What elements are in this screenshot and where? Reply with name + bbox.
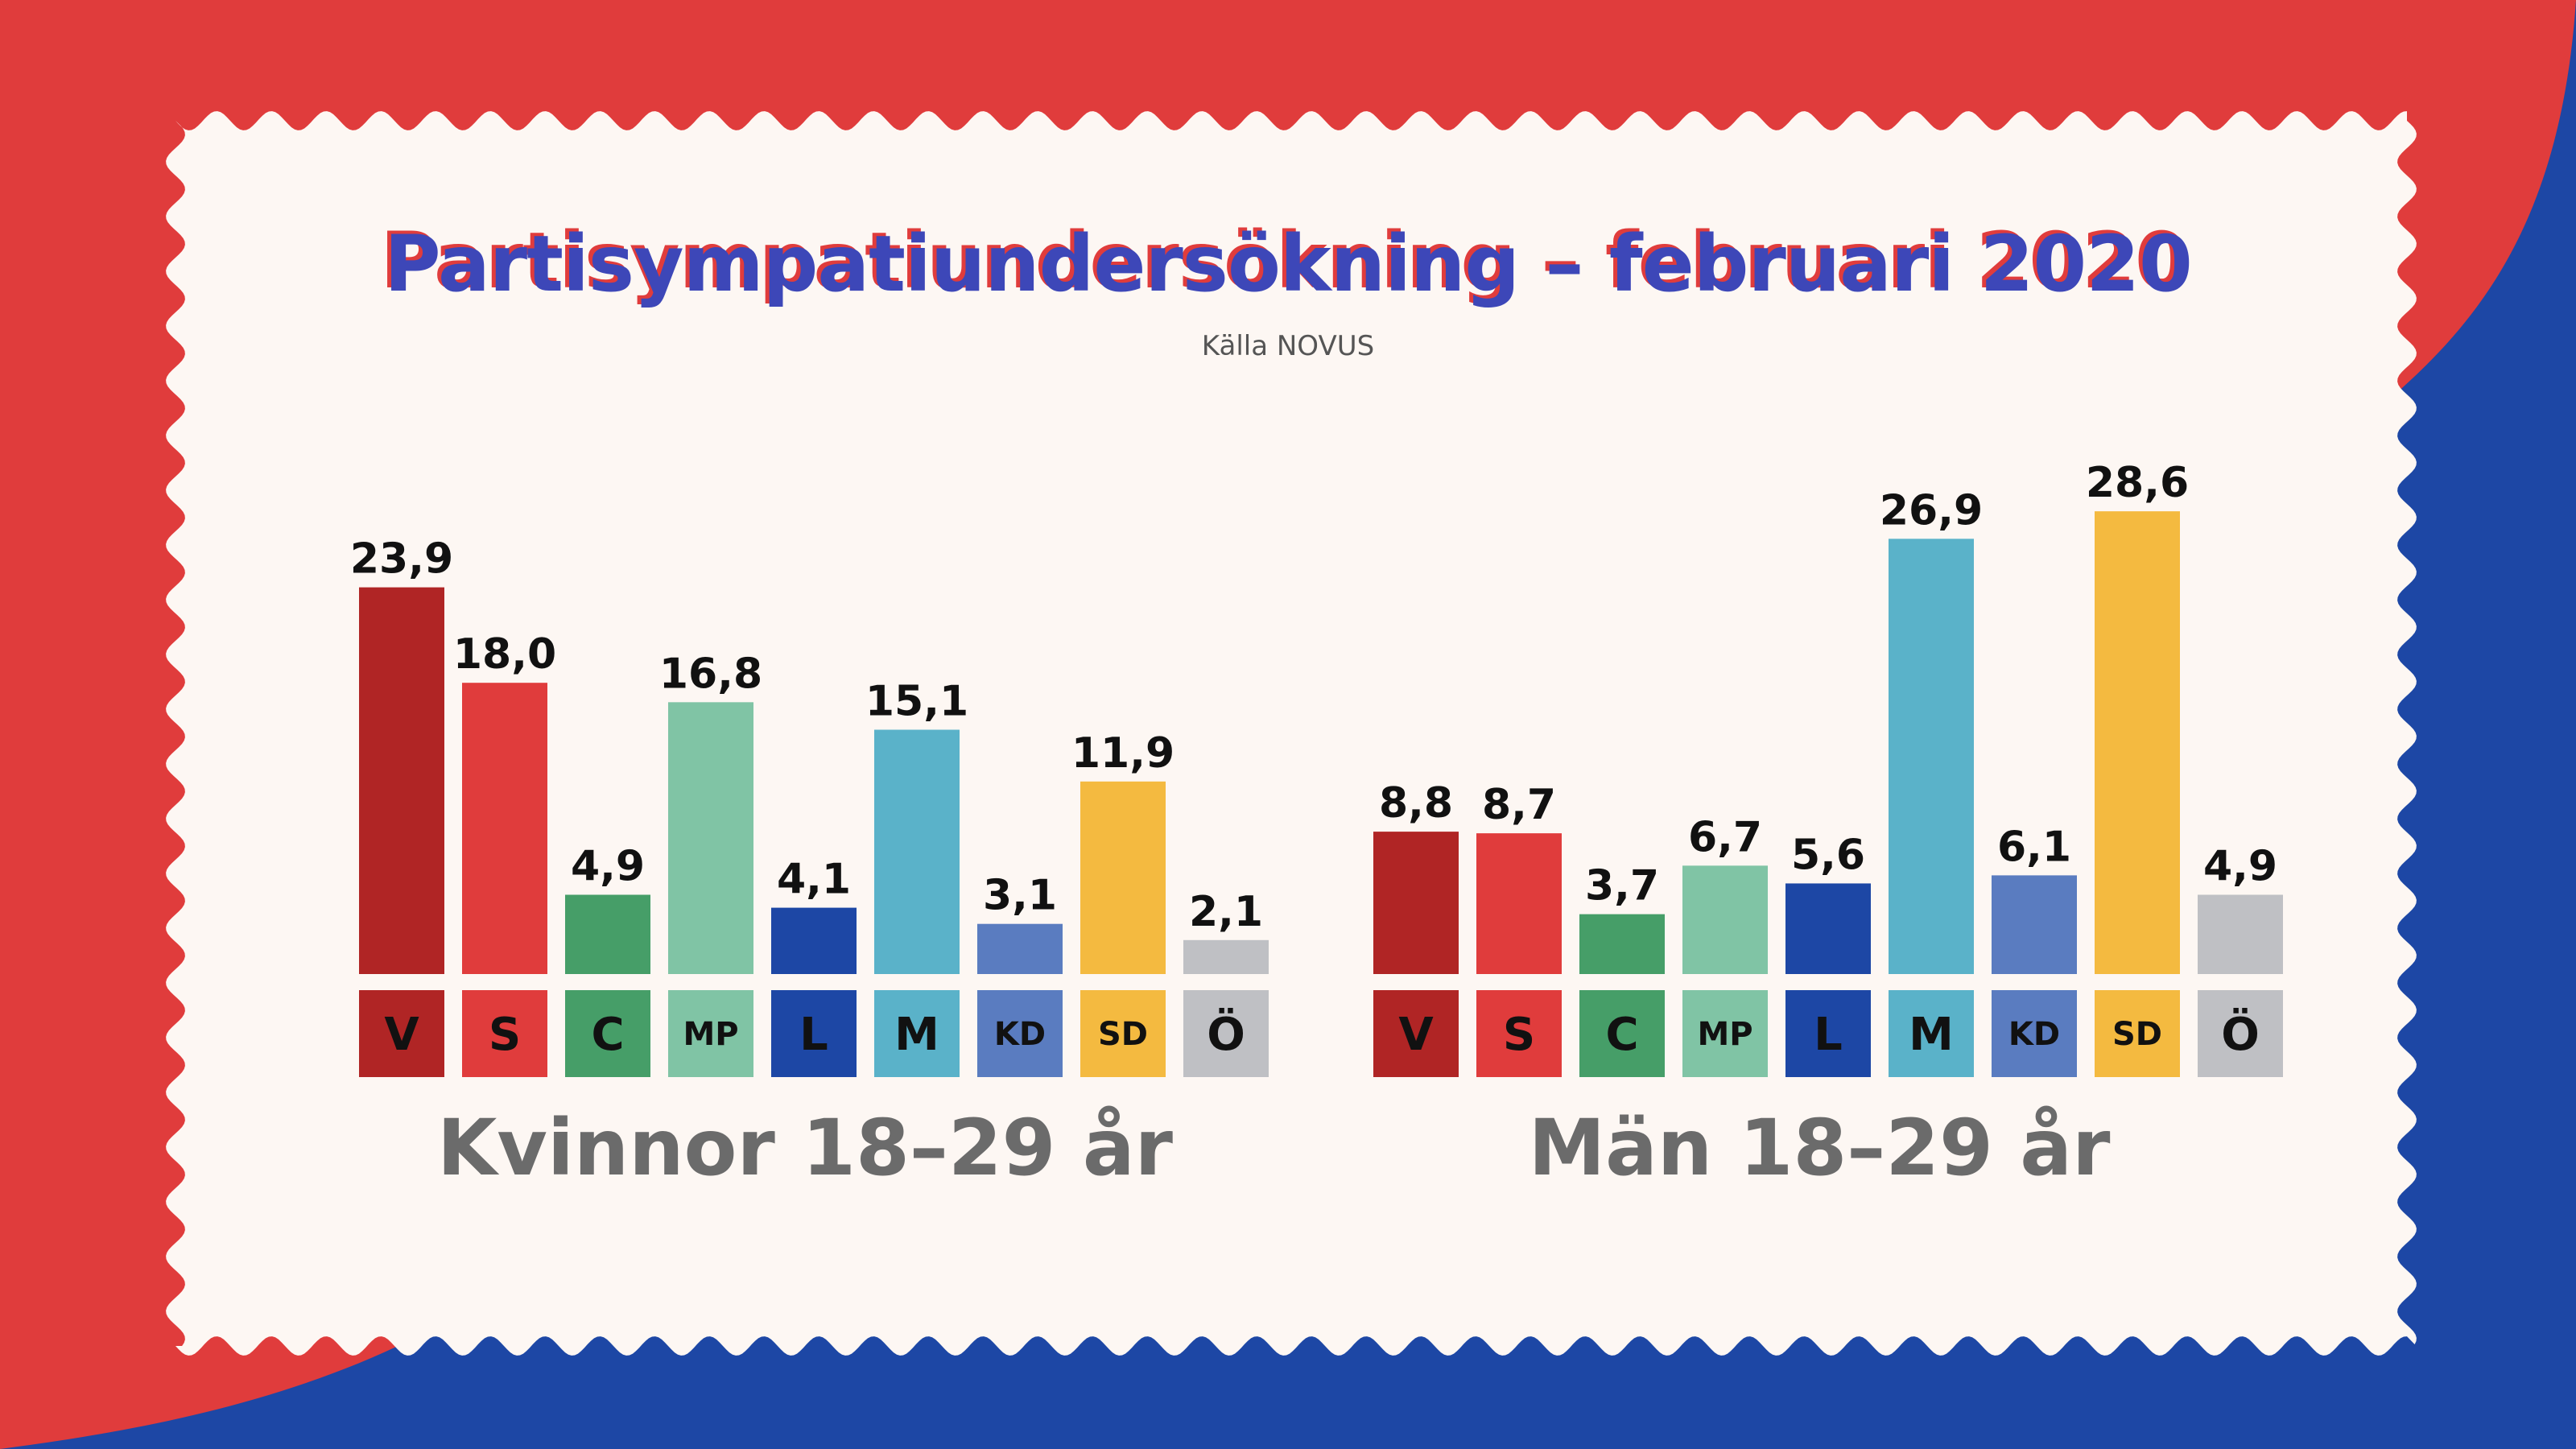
tick-label-man-kd: KD xyxy=(2008,1016,2060,1053)
value-label-man-kd: 6,1 xyxy=(1997,823,2071,871)
value-label-man-sd: 28,6 xyxy=(2086,459,2189,507)
chart-subtitle: Källa NOVUS xyxy=(1201,330,1375,362)
value-label-kvinnor-m: 15,1 xyxy=(865,677,968,725)
chart-man: 8,8 V 8,7 S 3,7 C 6,7 MP 5,6 L 26,9 M 6,1 KD 28,6 SD 4,9… xyxy=(1352,0,2286,1449)
bar-man-sd xyxy=(2095,511,2180,974)
party-box-man-ö xyxy=(2198,990,2283,1077)
bar-man-kd xyxy=(1992,875,2077,974)
background-blue-right xyxy=(2367,0,2576,1449)
value-label-man-l: 5,6 xyxy=(1791,831,1865,879)
value-label-man-ö: 4,9 xyxy=(2203,843,2277,891)
tick-label-kvinnor-kd: KD xyxy=(994,1016,1046,1053)
bar-kvinnor-l xyxy=(771,907,857,974)
chart-title: Partisympatiundersökning – februari 2020 xyxy=(384,219,2193,309)
bar-man-s xyxy=(1476,833,1562,974)
value-label-man-m: 26,9 xyxy=(1880,486,1983,535)
tick-label-kvinnor-sd: SD xyxy=(1098,1016,1148,1053)
tick-label-man-ö: Ö xyxy=(2221,1009,2260,1061)
value-label-kvinnor-c: 4,9 xyxy=(571,843,645,891)
bar-man-m xyxy=(1889,539,1974,974)
value-label-man-c: 3,7 xyxy=(1585,862,1659,910)
tick-label-kvinnor-mp: MP xyxy=(683,1016,738,1053)
tick-label-kvinnor-ö: Ö xyxy=(1207,1009,1245,1061)
value-label-man-s: 8,7 xyxy=(1482,781,1556,829)
party-box-kvinnor-s xyxy=(462,990,547,1077)
value-label-kvinnor-l: 4,1 xyxy=(777,856,851,904)
group-label-kvinnor: Kvinnor 18–29 år xyxy=(436,1103,1173,1193)
party-box-man-m xyxy=(1889,990,1974,1077)
party-box-kvinnor-mp xyxy=(668,990,753,1077)
bar-kvinnor-ö xyxy=(1183,939,1269,974)
bar-kvinnor-c xyxy=(565,894,650,974)
bar-man-mp xyxy=(1682,865,1768,974)
bar-kvinnor-m xyxy=(874,729,960,974)
party-box-kvinnor-v xyxy=(359,990,444,1077)
bar-kvinnor-kd xyxy=(977,923,1063,974)
bar-man-v xyxy=(1373,832,1459,974)
party-box-kvinnor-ö xyxy=(1183,990,1269,1077)
value-label-kvinnor-ö: 2,1 xyxy=(1189,888,1263,936)
value-label-man-v: 8,8 xyxy=(1379,779,1453,828)
tick-label-man-m: M xyxy=(1909,1009,1954,1061)
party-box-man-s xyxy=(1476,990,1562,1077)
tick-label-kvinnor-l: L xyxy=(799,1009,828,1061)
party-box-kvinnor-sd xyxy=(1080,990,1166,1077)
tick-label-kvinnor-m: M xyxy=(894,1009,939,1061)
tick-label-man-s: S xyxy=(1503,1009,1535,1061)
tick-label-kvinnor-s: S xyxy=(489,1009,521,1061)
party-box-man-l xyxy=(1785,990,1871,1077)
value-label-kvinnor-v: 23,9 xyxy=(350,535,453,584)
party-box-man-kd xyxy=(1992,990,2077,1077)
party-box-kvinnor-m xyxy=(874,990,960,1077)
party-box-man-c xyxy=(1579,990,1665,1077)
value-label-kvinnor-sd: 11,9 xyxy=(1071,729,1174,778)
bar-kvinnor-s xyxy=(462,683,547,974)
party-box-kvinnor-l xyxy=(771,990,857,1077)
bar-kvinnor-mp xyxy=(668,702,753,974)
tick-label-kvinnor-c: C xyxy=(591,1009,624,1061)
tick-label-kvinnor-v: V xyxy=(384,1009,419,1061)
value-label-kvinnor-mp: 16,8 xyxy=(659,650,762,698)
tick-label-man-v: V xyxy=(1398,1009,1434,1061)
party-box-kvinnor-c xyxy=(565,990,650,1077)
value-label-kvinnor-kd: 3,1 xyxy=(983,872,1057,920)
value-label-man-mp: 6,7 xyxy=(1688,813,1762,861)
value-label-kvinnor-s: 18,0 xyxy=(453,630,556,679)
bar-kvinnor-v xyxy=(359,587,444,974)
party-box-man-sd xyxy=(2095,990,2180,1077)
party-box-man-mp xyxy=(1682,990,1768,1077)
tick-label-man-sd: SD xyxy=(2112,1016,2162,1053)
tick-label-man-l: L xyxy=(1814,1009,1843,1061)
bar-man-c xyxy=(1579,914,1665,974)
group-label-man: Män 18–29 år xyxy=(1528,1103,2111,1193)
chart-kvinnor-svg: 23,9 V 18,0 S 4,9 C 16,8 MP 4,1 L 15,1 M 3,1 KD 11,9 SD… xyxy=(350,535,1269,1077)
bar-man-l xyxy=(1785,883,1871,974)
party-box-man-v xyxy=(1373,990,1459,1077)
tick-label-man-c: C xyxy=(1605,1009,1638,1061)
chart-man-svg: 8,8 V 8,7 S 3,7 C 6,7 MP 5,6 L 26,9 M 6,1 KD 28,6 SD 4,9… xyxy=(1373,459,2283,1077)
chart-kvinnor: 23,9 V 18,0 S 4,9 C 16,8 MP 4,1 L 15,1 M 3,1 KD 11,9 SD… xyxy=(338,0,1272,1449)
party-box-kvinnor-kd xyxy=(977,990,1063,1077)
bar-man-ö xyxy=(2198,894,2283,974)
bar-kvinnor-sd xyxy=(1080,781,1166,974)
tick-label-man-mp: MP xyxy=(1697,1016,1752,1053)
